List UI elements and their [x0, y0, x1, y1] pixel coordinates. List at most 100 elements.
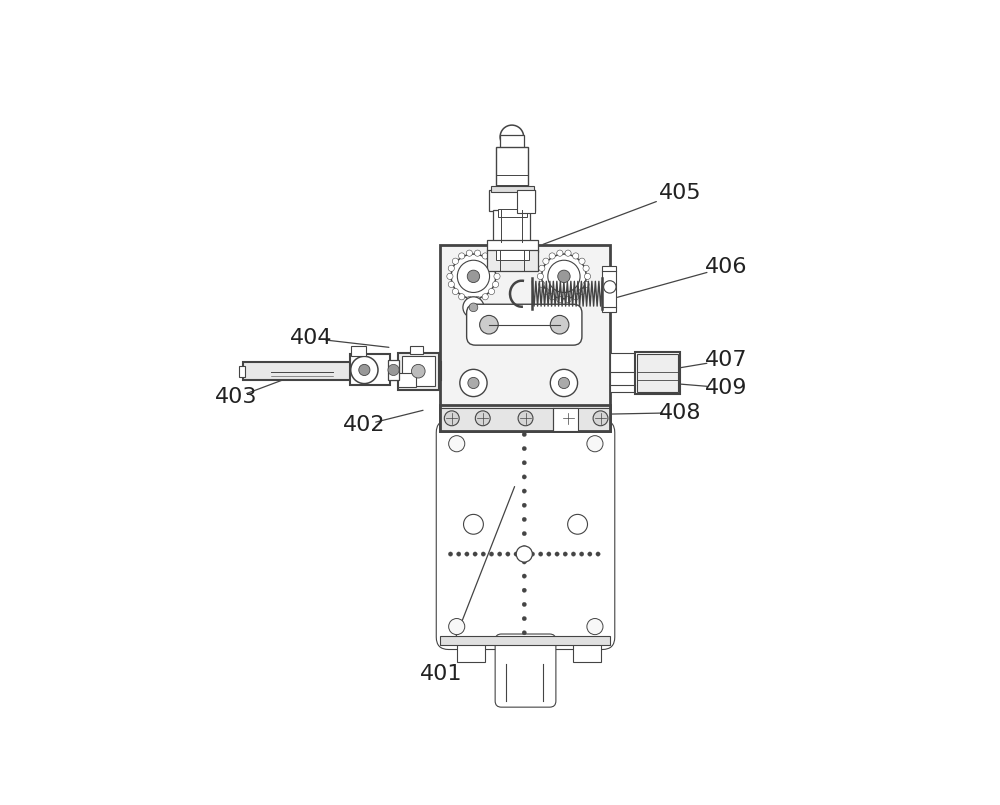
Circle shape [449, 618, 465, 634]
Bar [496, 250, 529, 260]
Circle shape [469, 303, 478, 312]
Circle shape [542, 254, 586, 299]
Bar [410, 346, 423, 354]
Circle shape [522, 559, 526, 564]
Bar [398, 373, 416, 386]
Bar [637, 354, 678, 392]
Circle shape [457, 552, 461, 556]
Circle shape [457, 260, 490, 292]
Bar [402, 357, 435, 386]
Circle shape [565, 250, 571, 256]
Circle shape [588, 552, 592, 556]
Bar [440, 636, 610, 645]
Circle shape [522, 588, 526, 592]
Bar [500, 135, 524, 149]
Circle shape [587, 618, 603, 634]
Circle shape [522, 475, 526, 479]
Bar [491, 186, 534, 192]
Circle shape [459, 294, 465, 299]
Bar [573, 643, 601, 662]
Circle shape [522, 432, 526, 436]
Circle shape [448, 281, 454, 287]
Circle shape [411, 365, 425, 378]
Circle shape [593, 411, 608, 426]
Circle shape [463, 297, 484, 318]
Bar [487, 250, 538, 271]
Circle shape [500, 125, 524, 149]
Circle shape [448, 552, 453, 556]
Circle shape [558, 270, 570, 283]
Circle shape [596, 552, 600, 556]
Circle shape [557, 250, 563, 256]
Bar [243, 362, 441, 381]
Text: 408: 408 [659, 402, 701, 423]
Circle shape [359, 365, 370, 375]
Bar [388, 360, 399, 380]
Bar [498, 209, 527, 217]
Circle shape [522, 546, 526, 550]
Circle shape [579, 258, 585, 264]
Circle shape [522, 630, 526, 635]
Bar [239, 366, 245, 378]
Circle shape [449, 436, 465, 452]
Bar [440, 425, 610, 645]
Circle shape [498, 552, 502, 556]
Circle shape [489, 552, 494, 556]
Circle shape [550, 316, 569, 334]
Text: 404: 404 [290, 328, 332, 349]
Circle shape [522, 460, 526, 465]
Bar [351, 346, 366, 356]
Circle shape [351, 357, 378, 384]
Circle shape [558, 378, 570, 389]
Circle shape [522, 552, 526, 556]
Bar [457, 643, 485, 662]
Circle shape [481, 552, 485, 556]
Circle shape [604, 281, 616, 293]
Circle shape [522, 574, 526, 578]
Circle shape [482, 294, 488, 299]
Circle shape [579, 552, 584, 556]
Circle shape [459, 253, 465, 259]
Circle shape [480, 316, 498, 334]
Bar [440, 405, 610, 431]
Circle shape [492, 265, 499, 271]
Circle shape [474, 250, 481, 256]
Circle shape [547, 552, 551, 556]
Circle shape [488, 258, 495, 264]
Bar [350, 354, 390, 386]
Circle shape [538, 552, 543, 556]
Circle shape [492, 281, 499, 287]
Circle shape [543, 288, 549, 295]
Circle shape [452, 288, 459, 295]
Circle shape [447, 273, 453, 279]
Bar [635, 352, 680, 394]
Bar [493, 210, 530, 242]
Bar [602, 266, 616, 312]
Circle shape [522, 531, 526, 536]
Circle shape [522, 518, 526, 522]
Circle shape [548, 260, 580, 292]
FancyBboxPatch shape [467, 304, 582, 345]
Bar [440, 246, 610, 431]
Circle shape [573, 253, 579, 259]
Circle shape [482, 253, 488, 259]
Bar [398, 353, 439, 390]
Bar [489, 190, 535, 211]
Circle shape [516, 546, 532, 562]
Circle shape [452, 258, 459, 264]
Text: 402: 402 [342, 415, 385, 436]
Circle shape [494, 273, 500, 279]
Circle shape [466, 250, 472, 256]
Text: 409: 409 [705, 378, 748, 398]
Circle shape [568, 514, 588, 535]
Circle shape [466, 296, 472, 303]
Text: 401: 401 [420, 664, 462, 684]
Circle shape [506, 552, 510, 556]
Circle shape [583, 265, 589, 271]
Circle shape [583, 281, 589, 287]
Circle shape [549, 253, 555, 259]
FancyBboxPatch shape [495, 634, 556, 707]
Bar [553, 408, 578, 431]
Circle shape [557, 296, 563, 303]
Circle shape [522, 503, 526, 507]
